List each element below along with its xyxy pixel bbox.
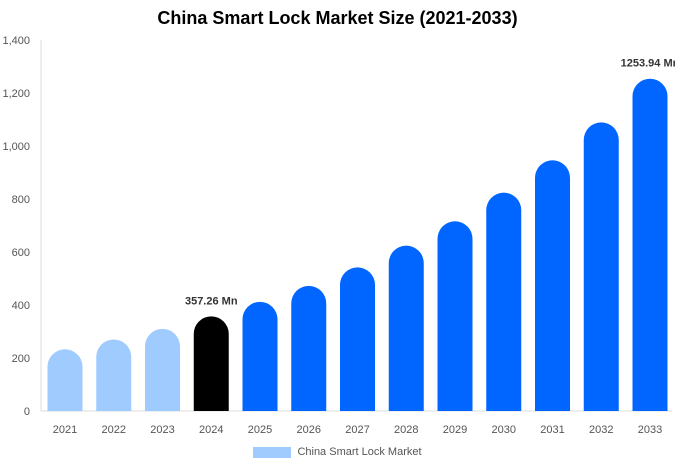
bar-2033 — [632, 78, 668, 411]
x-tick-label: 2033 — [638, 424, 662, 436]
bar-2026 — [291, 285, 327, 411]
x-tick-label: 2025 — [248, 424, 272, 436]
legend-swatch — [253, 446, 292, 458]
legend-label: China Smart Lock Market — [297, 446, 422, 458]
x-tick-label: 2032 — [589, 424, 613, 436]
bar-2032 — [583, 122, 619, 412]
legend: China Smart Lock Market — [0, 446, 675, 458]
x-tick-label: 2030 — [492, 424, 516, 436]
x-tick-label: 2027 — [345, 424, 369, 436]
y-tick-label: 200 — [12, 353, 30, 365]
bar-2030 — [486, 192, 522, 411]
x-tick-label: 2023 — [150, 424, 174, 436]
data-label-2033: 1253.94 Mn — [621, 58, 675, 70]
bar-2023 — [145, 328, 180, 411]
bar-2024 — [193, 316, 229, 411]
chart-title: China Smart Lock Market Size (2021-2033) — [157, 8, 518, 28]
x-tick-label: 2028 — [394, 424, 418, 436]
y-tick-label: 0 — [24, 406, 30, 418]
bar-2028 — [388, 245, 424, 411]
x-tick-label: 2029 — [443, 424, 467, 436]
y-tick-label: 1,000 — [2, 141, 30, 153]
bar-2025 — [242, 301, 278, 411]
bar-2022 — [96, 339, 132, 411]
y-tick-label: 1,400 — [2, 35, 30, 47]
x-tick-label: 2026 — [297, 424, 321, 436]
bar-2021 — [47, 349, 83, 411]
x-tick-label: 2021 — [53, 424, 77, 436]
y-tick-label: 1,200 — [2, 88, 30, 100]
bar-2029 — [437, 221, 473, 411]
bar-2027 — [340, 267, 375, 411]
y-tick-label: 800 — [12, 194, 30, 206]
x-tick-label: 2024 — [199, 424, 223, 436]
y-tick-label: 600 — [12, 247, 30, 259]
y-tick-label: 400 — [12, 300, 30, 312]
data-label-2024: 357.26 Mn — [185, 295, 238, 307]
x-tick-label: 2031 — [540, 424, 564, 436]
x-tick-label: 2022 — [102, 424, 126, 436]
bar-2031 — [535, 160, 570, 411]
